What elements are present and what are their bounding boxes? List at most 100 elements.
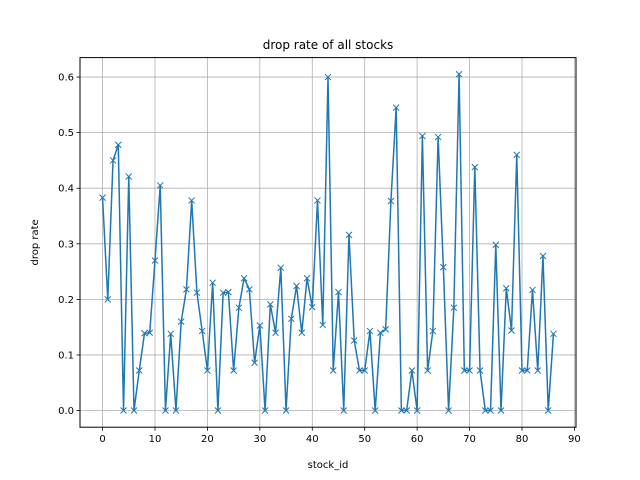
data-point-marker: [277, 264, 285, 272]
x-tick-label: 50: [358, 434, 371, 445]
data-point-marker: [356, 367, 363, 374]
data-point-marker: [445, 407, 452, 414]
data-point-marker: [387, 197, 395, 205]
x-tick-label: 10: [149, 434, 162, 445]
data-point-marker: [466, 367, 473, 374]
y-axis-ticks: 0.0 0.1 0.2 0.3 0.4 0.5 0.6: [58, 73, 80, 417]
data-point-marker: [497, 407, 505, 414]
data-point-marker: [151, 257, 159, 264]
data-point-marker: [492, 241, 500, 249]
data-point-marker: [408, 367, 416, 374]
data-point-marker: [109, 157, 117, 164]
data-point-marker: [314, 197, 321, 204]
data-point-marker: [439, 263, 447, 271]
data-point-marker: [162, 407, 169, 414]
x-tick-label: 90: [568, 434, 581, 445]
data-point-marker: [476, 367, 484, 374]
y-tick-label: 0.1: [58, 350, 74, 361]
data-point-marker: [287, 315, 295, 323]
y-tick-label: 0.3: [58, 239, 74, 250]
y-tick-label: 0.6: [58, 73, 74, 84]
y-tick-label: 0.2: [58, 295, 74, 306]
data-point-marker: [261, 407, 269, 414]
data-point-marker: [340, 407, 348, 414]
data-point-marker: [377, 329, 384, 337]
data-point-marker: [99, 194, 106, 202]
x-tick-label: 0: [99, 434, 105, 445]
y-axis-label: drop rate: [30, 219, 41, 265]
data-point-marker: [508, 327, 515, 334]
data-point-marker: [481, 407, 489, 414]
data-point-marker: [345, 231, 353, 239]
data-point-marker: [146, 329, 154, 337]
data-point-marker: [434, 133, 442, 141]
x-axis-ticks: 0 10 20 30 40 50 60 70 80 90: [99, 427, 581, 445]
data-point-marker: [502, 284, 510, 292]
data-point-marker: [156, 182, 164, 189]
x-tick-label: 80: [516, 434, 529, 445]
data-point-marker: [225, 288, 232, 296]
data-point-marker: [371, 407, 379, 414]
data-point-marker: [251, 359, 258, 367]
x-tick-label: 40: [306, 434, 319, 445]
data-point-marker: [177, 318, 185, 325]
data-point-marker: [513, 151, 521, 159]
data-point-marker: [382, 326, 390, 333]
data-point-marker: [204, 367, 211, 374]
data-point-marker: [429, 327, 437, 335]
data-point-marker: [193, 289, 201, 297]
data-point-marker: [240, 274, 248, 282]
data-point-marker: [419, 132, 426, 140]
y-tick-label: 0.5: [58, 128, 74, 139]
data-point-marker: [487, 407, 494, 414]
plot-frame: [79, 57, 577, 428]
data-point-marker: [230, 367, 237, 374]
data-point-marker: [256, 322, 264, 329]
data-point-marker: [319, 321, 327, 329]
data-point-marker: [460, 367, 468, 374]
data-point-marker: [398, 407, 405, 414]
data-point-marker: [550, 330, 557, 338]
data-point-marker: [120, 407, 127, 414]
data-point-marker: [303, 274, 311, 282]
data-point-marker: [529, 286, 536, 294]
data-point-marker: [308, 303, 316, 311]
x-tick-label: 60: [411, 434, 424, 445]
data-point-marker: [188, 197, 196, 204]
data-point-marker: [172, 407, 180, 414]
data-point-marker: [324, 73, 332, 81]
data-point-marker: [125, 173, 133, 180]
data-point-marker: [298, 329, 306, 337]
x-tick-label: 70: [463, 434, 476, 445]
data-point-marker: [214, 407, 222, 414]
series-group: [99, 70, 557, 414]
y-tick-label: 0.4: [58, 184, 74, 195]
data-point-marker: [272, 329, 279, 337]
data-point-marker: [534, 367, 542, 374]
x-axis-label: stock_id: [308, 460, 349, 471]
data-point-marker: [167, 330, 175, 338]
data-point-marker: [523, 367, 531, 374]
data-point-marker: [403, 407, 411, 414]
data-point-marker: [130, 407, 138, 414]
data-point-marker: [329, 367, 337, 374]
data-point-marker: [266, 301, 274, 308]
data-point-marker: [135, 367, 143, 374]
data-point-marker: [335, 288, 342, 296]
data-point-marker: [366, 327, 374, 335]
data-point-marker: [450, 304, 458, 312]
data-point-marker: [114, 141, 122, 149]
data-point-marker: [350, 337, 358, 344]
data-point-marker: [235, 304, 243, 312]
data-point-marker: [282, 407, 290, 414]
data-point-marker: [209, 279, 217, 287]
data-point-marker: [471, 163, 479, 171]
data-point-marker: [392, 104, 400, 111]
x-tick-label: 30: [253, 434, 266, 445]
data-point-marker: [361, 367, 369, 374]
data-point-marker: [424, 367, 431, 374]
data-point-marker: [455, 70, 463, 78]
y-tick-label: 0.0: [58, 406, 74, 417]
